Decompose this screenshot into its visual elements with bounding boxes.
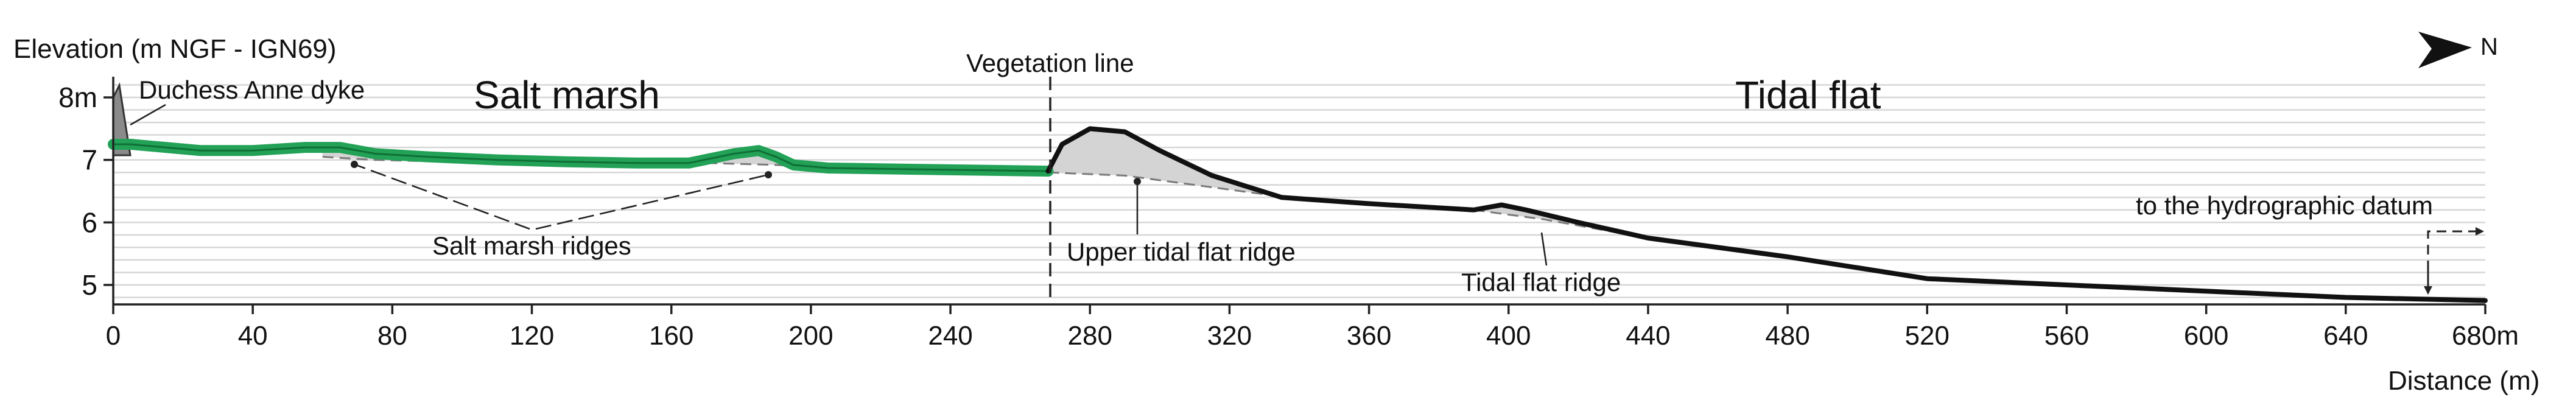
x-tick-label: 160	[649, 321, 693, 351]
y-tick-label: 7	[82, 144, 97, 176]
x-tick-label: 400	[1486, 321, 1531, 351]
salt-marsh-profile-core	[113, 143, 1048, 172]
x-tick-label: 560	[2044, 321, 2089, 351]
x-tick-label: 40	[238, 321, 268, 351]
upper-tidal-flat-ridge-point	[1134, 178, 1141, 185]
x-axis-title: Distance (m)	[2388, 366, 2539, 396]
x-tick-label: 520	[1905, 321, 1950, 351]
x-tick-label: 0	[106, 321, 121, 351]
salt-marsh-ridge-point-1	[351, 161, 358, 168]
x-tick-label: 600	[2184, 321, 2228, 351]
tidal-flat-ridge-leader	[1540, 232, 1548, 266]
ridge-fill	[1048, 128, 1265, 195]
north-arrow-icon	[2418, 32, 2472, 68]
x-axis-ticks: 0 40 80 120 160 200 240 280 320 360 400 440 480 520 56…	[106, 304, 2519, 351]
ridge-base-line	[1473, 209, 1613, 233]
grid-lines	[113, 84, 2485, 298]
salt-marsh-ridge-point-2	[765, 171, 772, 178]
x-tick-label: 280	[1068, 321, 1112, 351]
salt-marsh-ridge-leader-1	[354, 163, 530, 230]
elevation-profiles	[108, 126, 2488, 303]
zone-label-salt-marsh: Salt marsh	[474, 73, 660, 117]
y-axis-ticks: 5 6 7 8m	[58, 82, 113, 301]
hydrographic-datum-label: to the hydrographic datum	[2136, 191, 2433, 220]
salt-marsh-ridge-leader-2	[535, 174, 769, 230]
x-tick-label: 320	[1207, 321, 1252, 351]
y-tick-label: 8m	[58, 82, 97, 113]
y-axis-title: Elevation (m NGF - IGN69)	[13, 34, 337, 64]
tidal-flat-ridge-label: Tidal flat ridge	[1461, 268, 1621, 296]
x-tick-label: 440	[1626, 321, 1670, 351]
upper-tidal-flat-ridge-label: Upper tidal flat ridge	[1067, 237, 1296, 266]
dyke-label: Duchess Anne dyke	[139, 75, 365, 104]
x-tick-label: 240	[928, 321, 972, 351]
y-tick-label: 5	[82, 269, 97, 301]
x-tick-label: 680m	[2452, 321, 2519, 351]
hydrographic-datum-arrow	[2427, 227, 2484, 286]
x-tick-label: 480	[1765, 321, 1809, 351]
x-tick-label: 360	[1347, 321, 1391, 351]
x-tick-label: 640	[2323, 321, 2368, 351]
x-tick-label: 80	[377, 321, 407, 351]
salt-marsh-ridges-label: Salt marsh ridges	[432, 231, 631, 260]
ridge-base-line	[1048, 171, 1265, 195]
y-tick-label: 6	[82, 206, 97, 238]
north-label: N	[2480, 33, 2498, 60]
salt-marsh-profile-line	[108, 139, 1054, 177]
tidal-flat-profile-line	[1045, 126, 2488, 303]
zone-label-tidal-flat: Tidal flat	[1735, 73, 1881, 117]
x-tick-label: 120	[510, 321, 554, 351]
dyke-leader	[130, 104, 166, 126]
ridge-fills	[322, 128, 1613, 233]
vegetation-line-label: Vegetation line	[966, 49, 1134, 77]
x-tick-label: 200	[788, 321, 833, 351]
